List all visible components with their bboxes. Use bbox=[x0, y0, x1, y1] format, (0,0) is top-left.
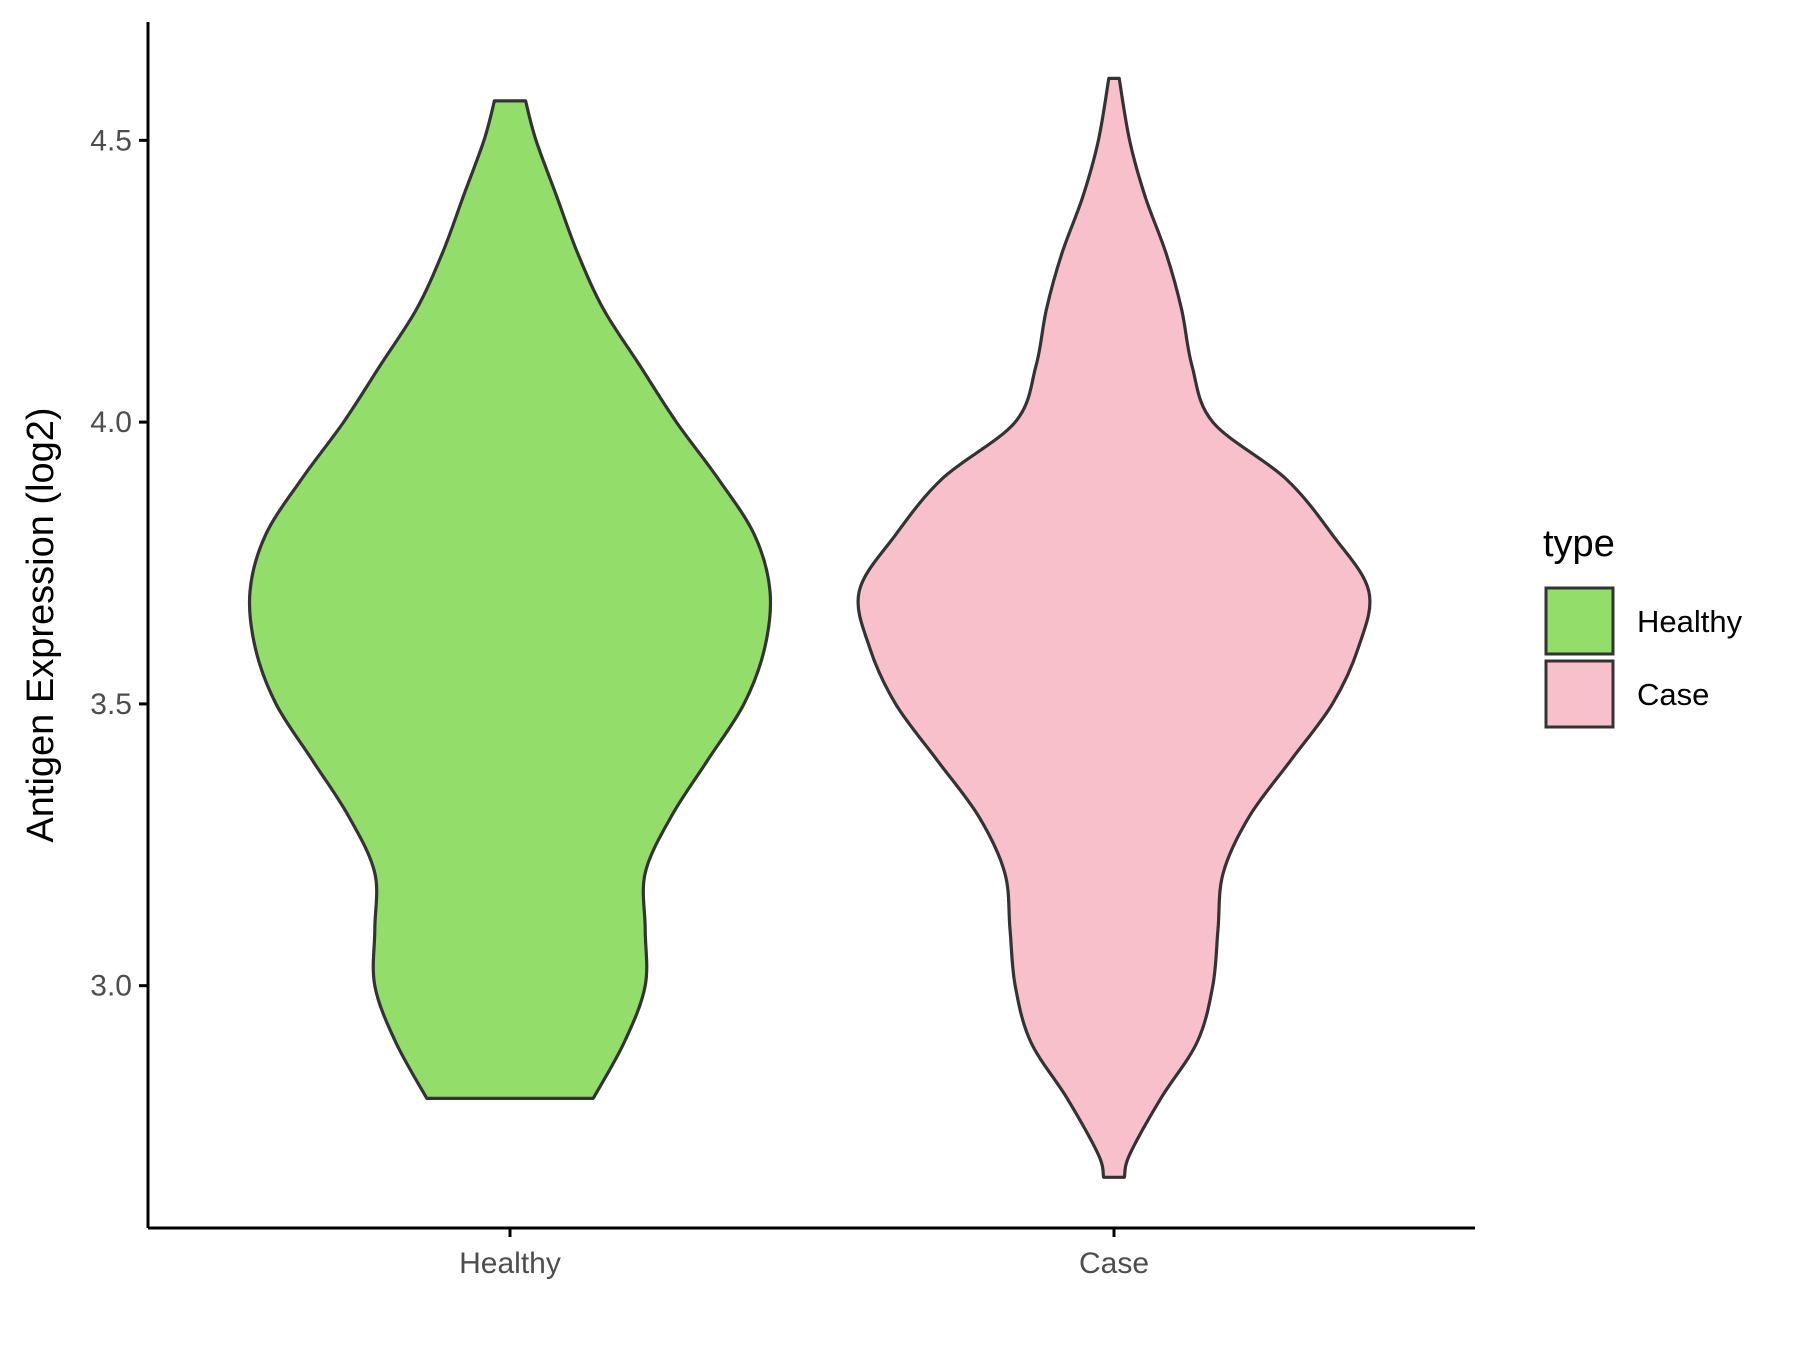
violin-case bbox=[856, 76, 1372, 1179]
y-ticks-group: 3.0 3.5 4.0 4.5 bbox=[90, 124, 148, 1003]
y-tick-label: 4.0 bbox=[90, 406, 132, 439]
violin-healthy bbox=[247, 99, 773, 1100]
violins-group bbox=[247, 76, 1372, 1179]
legend-label-healthy: Healthy bbox=[1637, 604, 1743, 639]
x-tick-label: Case bbox=[1079, 1247, 1149, 1280]
legend-key-case bbox=[1544, 659, 1615, 729]
y-tick-label: 3.0 bbox=[90, 970, 132, 1003]
y-axis-title: Antigen Expression (log2) bbox=[20, 407, 62, 842]
y-tick-label: 3.5 bbox=[90, 688, 132, 721]
legend-key-healthy bbox=[1544, 586, 1615, 656]
legend: type Healthy Case bbox=[1543, 523, 1743, 729]
legend-title: type bbox=[1543, 523, 1615, 565]
legend-label-case: Case bbox=[1637, 677, 1709, 712]
y-tick-label: 4.5 bbox=[90, 124, 132, 157]
x-ticks-group: Healthy Case bbox=[459, 1228, 1149, 1280]
axes-group bbox=[146, 22, 1475, 1230]
x-tick-label: Healthy bbox=[459, 1247, 561, 1280]
